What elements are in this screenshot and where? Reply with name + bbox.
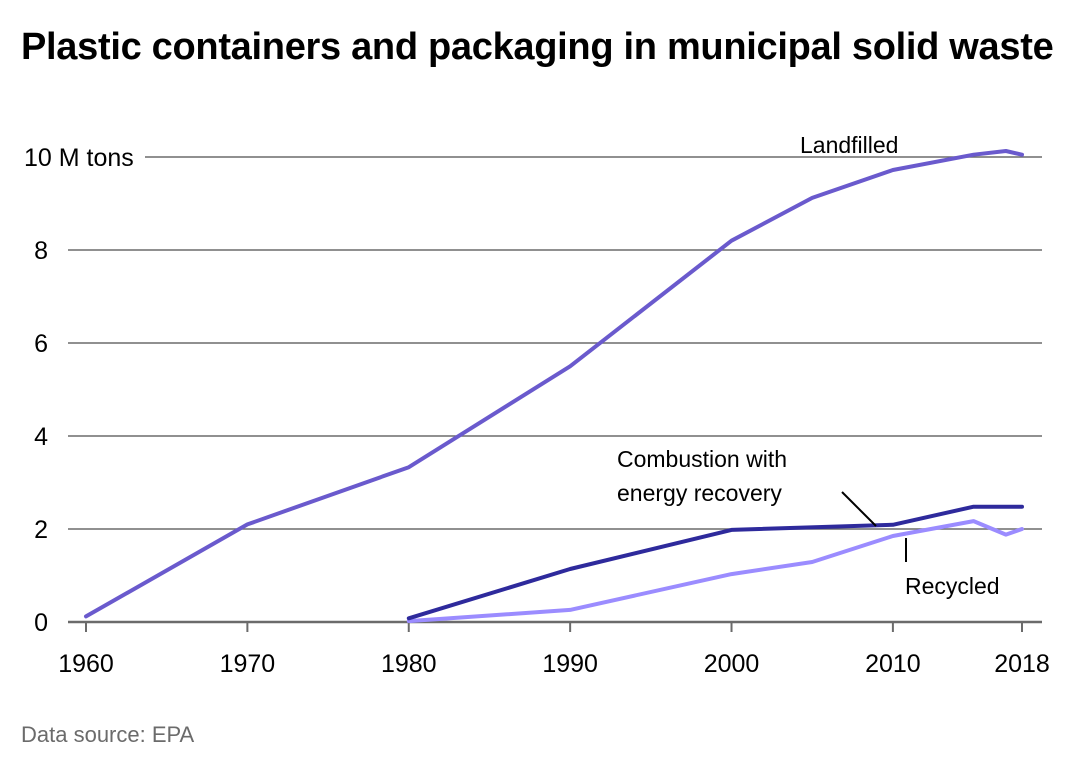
- series-line-landfilled: [84, 149, 1024, 619]
- series-line-combustion-with-energy-recovery: [406, 504, 1024, 621]
- y-tick-label: 2: [34, 516, 48, 544]
- y-tick-label: 0: [34, 609, 48, 637]
- x-tick-label: 1970: [220, 650, 276, 678]
- gridlines: [68, 156, 1042, 624]
- chart-title: Plastic containers and packaging in muni…: [21, 26, 1054, 68]
- y-tick-label: 8: [34, 237, 48, 265]
- series-lines: [84, 149, 1024, 624]
- data-source: Data source: EPA: [21, 722, 195, 747]
- x-tick-label: 1980: [381, 650, 437, 678]
- x-axis: [85, 622, 1023, 632]
- y-axis-tick-labels: 0 2 4 6 8 10 M tons: [24, 144, 134, 637]
- x-tick-label: 1990: [542, 650, 598, 678]
- series-label-combustion-line1: Combustion with: [617, 446, 787, 472]
- y-tick-label: 6: [34, 330, 48, 358]
- series-label-combustion-line2: energy recovery: [617, 480, 782, 506]
- combustion-leader-line: [841, 491, 877, 527]
- x-tick-label: 1960: [58, 650, 114, 678]
- y-tick-label: 10 M tons: [24, 144, 134, 172]
- x-tick-label: 2018: [994, 650, 1050, 678]
- x-tick-label: 2010: [865, 650, 921, 678]
- series-label-recycled: Recycled: [905, 573, 1000, 599]
- series-line-recycled: [406, 519, 1024, 624]
- series-annotations: Landfilled Combustion with energy recove…: [617, 132, 1000, 599]
- x-axis-tick-labels: 1960 1970 1980 1990 2000 2010 2018: [58, 650, 1050, 678]
- y-tick-label: 4: [34, 423, 48, 451]
- x-tick-label: 2000: [704, 650, 760, 678]
- series-label-landfilled: Landfilled: [800, 132, 898, 158]
